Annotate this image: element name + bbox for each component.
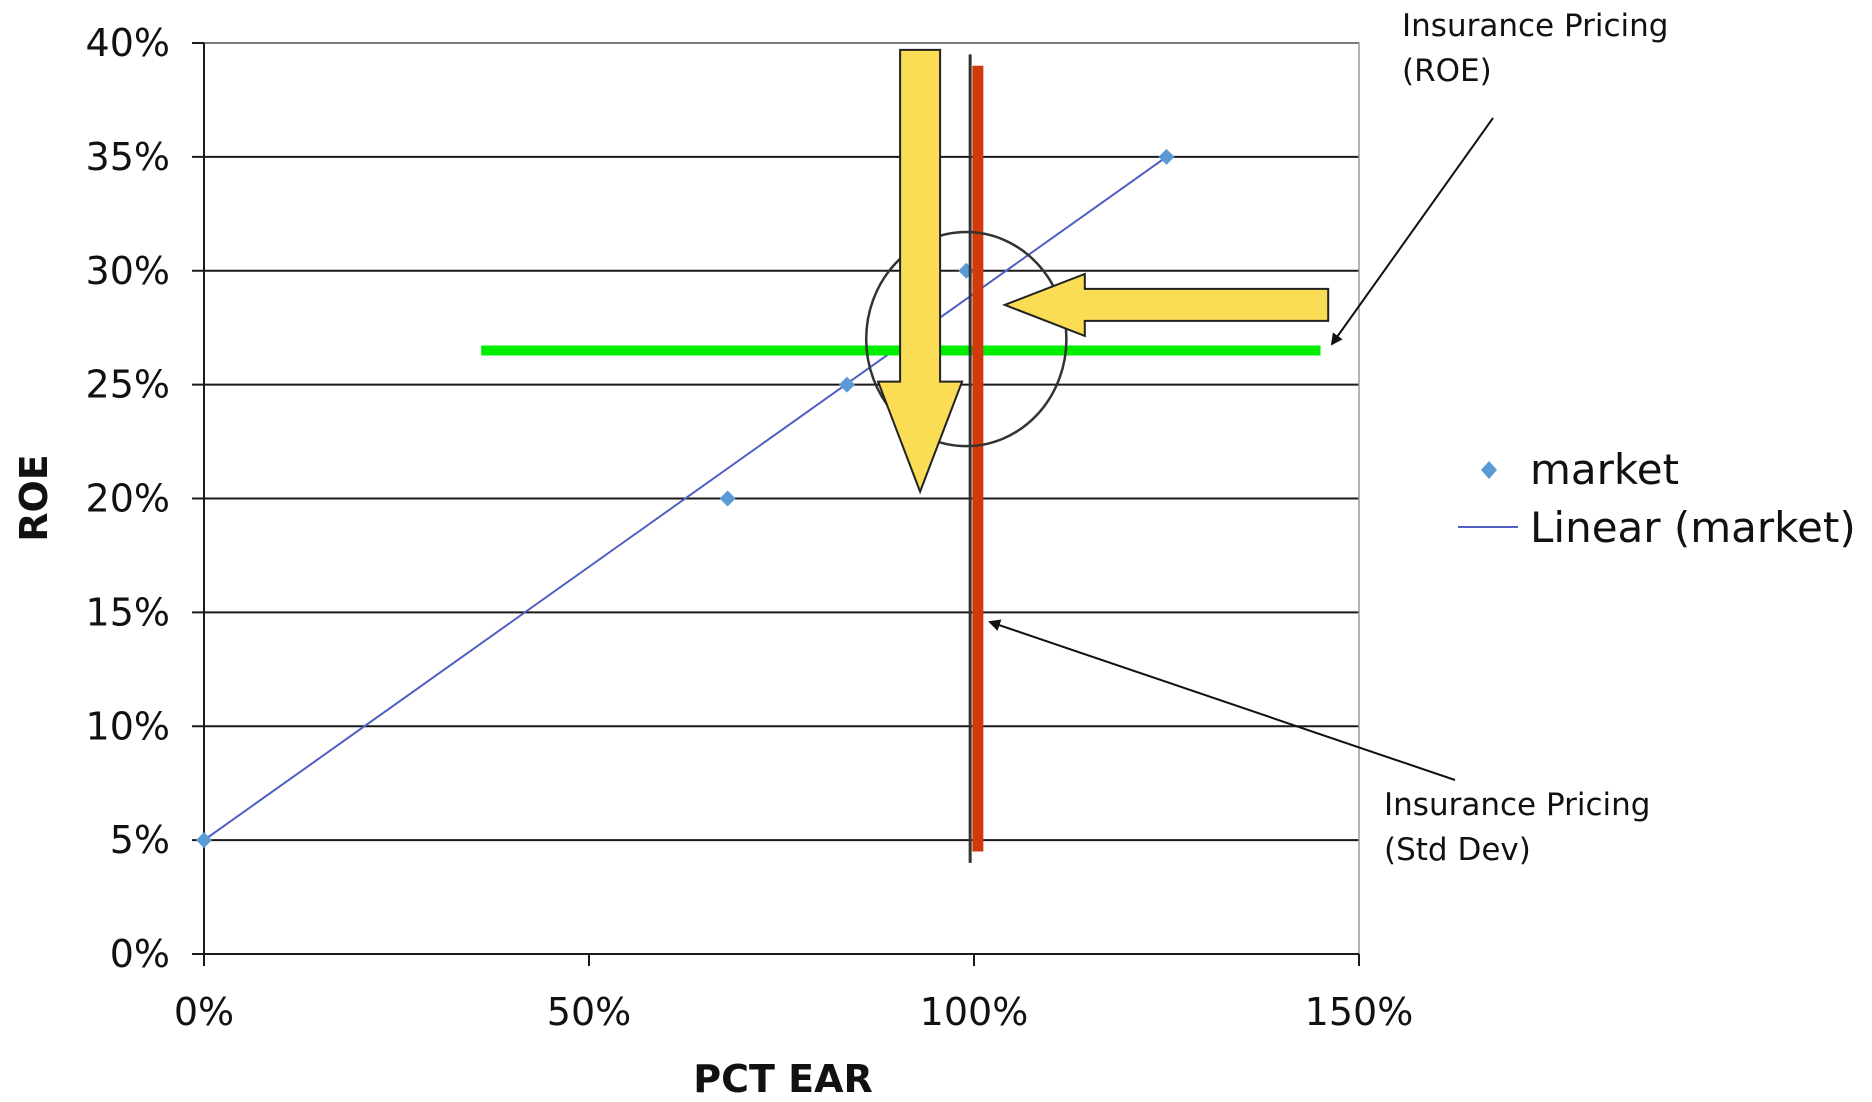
data-point [958, 262, 975, 279]
y-tick-label: 5% [110, 818, 170, 862]
block-arrow-left [1002, 272, 1330, 338]
annotation-roe-line-2: (ROE) [1402, 53, 1492, 89]
y-tick-label: 20% [86, 477, 170, 521]
x-axis-title: PCT EAR [693, 1057, 873, 1101]
data-point [1158, 148, 1175, 165]
grid-lines [204, 42, 1359, 842]
overlay-shapes [481, 48, 1330, 863]
annotation-stddev-line-1: Insurance Pricing [1384, 787, 1650, 823]
legend-market-marker [1481, 461, 1497, 479]
x-tick-labels: 0% 50% 100% 150% [174, 990, 1413, 1034]
y-tick-label: 15% [86, 590, 170, 634]
annotation-stddev-arrow [988, 619, 1456, 781]
data-point [719, 490, 736, 507]
y-tick-label: 40% [86, 21, 170, 65]
y-axis-title: ROE [12, 454, 56, 542]
y-tick-label: 25% [86, 363, 170, 407]
x-tick-label: 100% [920, 990, 1029, 1034]
x-tick-label: 0% [174, 990, 234, 1034]
y-tick-label: 10% [86, 704, 170, 748]
x-tick-label: 150% [1305, 990, 1414, 1034]
block-arrow-down [876, 48, 964, 495]
data-point [196, 832, 212, 849]
y-tick-labels: 0% 5% 10% 15% 20% 25% 30% 35% 40% [86, 21, 170, 976]
y-tick-label: 0% [110, 932, 170, 976]
annotation-stddev-line-2: (Std Dev) [1384, 832, 1531, 868]
legend: market Linear (market) [1458, 445, 1856, 552]
highlight-circle [864, 230, 1068, 448]
y-tick-label: 30% [86, 249, 170, 293]
market-series [196, 148, 1175, 849]
data-point [838, 376, 855, 393]
annotation-roe: Insurance Pricing (ROE) [1330, 8, 1668, 346]
trendline [203, 156, 1168, 841]
annotation-roe-arrow [1330, 117, 1494, 346]
annotation-roe-line-1: Insurance Pricing [1402, 8, 1668, 44]
legend-linear-label: Linear (market) [1530, 503, 1856, 552]
axes [192, 42, 1360, 966]
annotation-stddev: Insurance Pricing (Std Dev) [988, 619, 1650, 868]
trendline-series [203, 156, 1168, 841]
y-tick-label: 35% [86, 135, 170, 179]
legend-market-label: market [1530, 445, 1679, 494]
x-tick-label: 50% [547, 990, 631, 1034]
